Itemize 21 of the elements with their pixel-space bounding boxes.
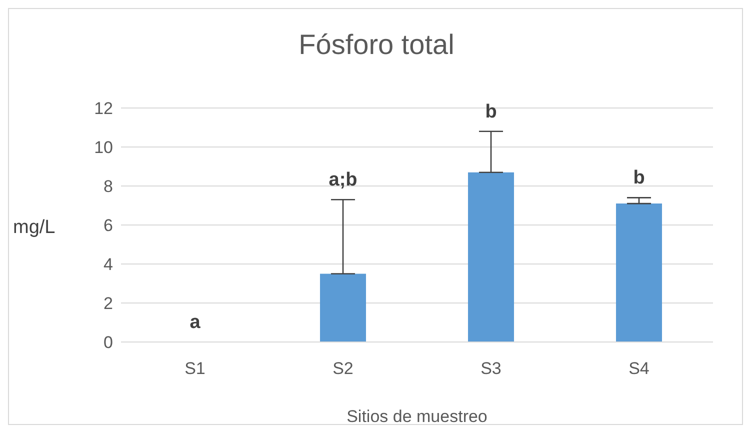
bar: [616, 204, 662, 342]
y-tick-label: 4: [104, 255, 113, 274]
y-tick-label: 6: [104, 216, 113, 236]
x-axis-title: Sitios de muestreo: [346, 407, 488, 426]
bar: [320, 274, 366, 342]
x-tick-label: S2: [332, 359, 354, 378]
bar: [468, 172, 514, 342]
y-tick-label: 0: [104, 333, 113, 352]
annotation: b: [633, 168, 645, 189]
annotation: a: [190, 312, 201, 333]
x-tick-label: S3: [480, 359, 502, 378]
y-axis-title: mg/L: [13, 217, 56, 239]
annotation: a;b: [328, 170, 358, 191]
y-tick-label: 2: [104, 294, 113, 314]
y-tick-label: 8: [104, 177, 113, 196]
x-tick-label: S1: [184, 359, 206, 378]
annotation: b: [485, 101, 497, 122]
x-tick-label: S4: [628, 359, 650, 378]
y-tick-label: 10: [94, 138, 113, 158]
chart-title: Fósforo total: [298, 29, 456, 61]
y-tick-label: 12: [94, 99, 113, 118]
